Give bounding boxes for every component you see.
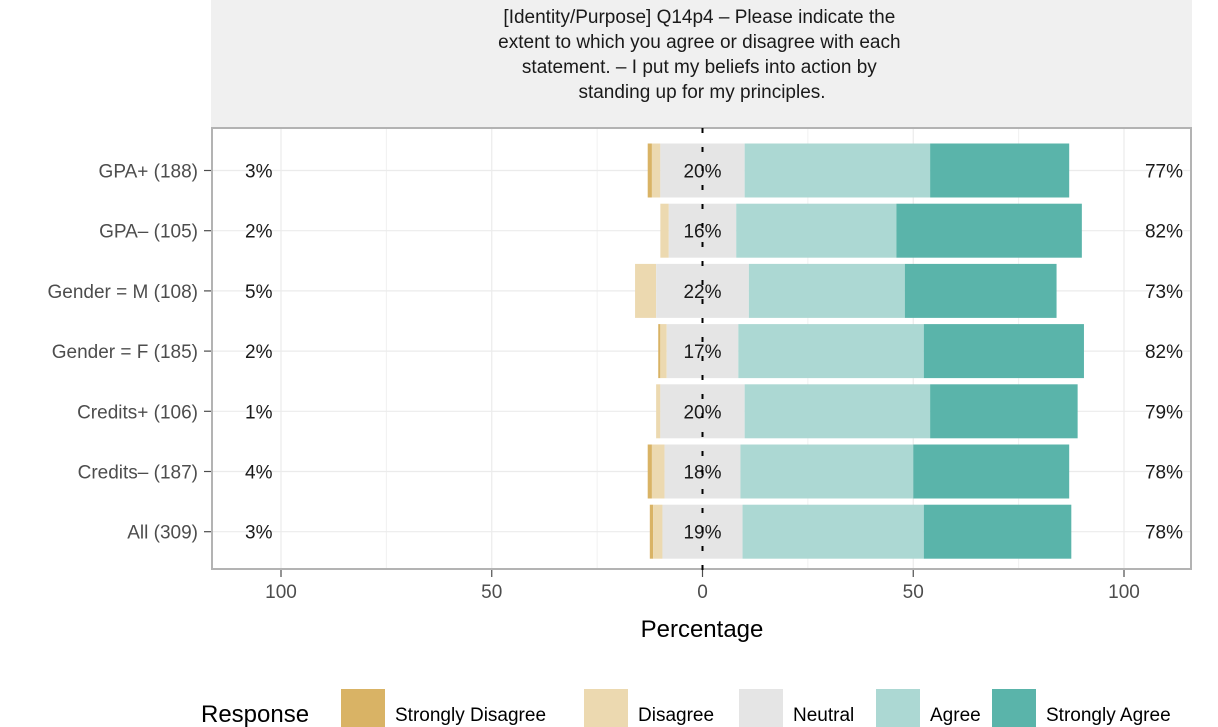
left-percent-label: 5%: [245, 282, 273, 303]
title-strip: [211, 0, 1192, 128]
legend-swatch-disagree: [584, 689, 628, 727]
legend-swatch-strongly-disagree: [341, 689, 385, 727]
legend-swatch-neutral: [739, 689, 783, 727]
right-percent-label: 77%: [1145, 162, 1183, 183]
center-percent-label: 20%: [683, 402, 721, 423]
bar-segment-agree: [742, 504, 924, 559]
bar-labels: 3% 20% 77% 2% 16% 82% 5% 22% 73% 2% 17% 82% 1% 20% 79%…: [245, 162, 1183, 544]
right-percent-label: 73%: [1145, 282, 1183, 303]
category-label: Gender = M (108): [48, 282, 199, 303]
title-line: standing up for my principles.: [578, 82, 825, 103]
legend-item-label: Agree: [930, 705, 981, 726]
legend-item-label: Strongly Agree: [1046, 705, 1171, 726]
legend: Response Strongly Disagree Disagree Neutral…: [201, 689, 1171, 727]
bars: [635, 143, 1084, 559]
bar-segment-strongly-disagree: [647, 143, 652, 198]
bar-segment-disagree: [651, 444, 665, 499]
bar-segment-disagree: [660, 324, 667, 379]
x-axis-label: Percentage: [641, 616, 764, 643]
category-label: Credits– (187): [78, 463, 198, 484]
legend-swatch-strongly-agree: [992, 689, 1036, 727]
left-percent-label: 2%: [245, 222, 273, 243]
bar-segment-agree: [744, 143, 931, 198]
left-percent-label: 4%: [245, 463, 273, 484]
bar-segment-strongly-agree: [930, 384, 1078, 439]
bar-segment-disagree: [653, 504, 663, 559]
bar-segment-neutral: [666, 324, 739, 379]
y-axis: GPA+ (188) GPA– (105) Gender = M (108) Gend…: [48, 162, 211, 544]
legend-item-label: Neutral: [793, 705, 854, 726]
bar-segment-agree: [736, 203, 897, 258]
title-line: [Identity/Purpose] Q14p4 – Please indica…: [503, 7, 895, 28]
x-tick-label: 100: [1108, 582, 1140, 603]
x-tick-label: 50: [481, 582, 502, 603]
category-label: GPA– (105): [99, 222, 198, 243]
left-percent-label: 3%: [245, 162, 273, 183]
legend-item-label: Disagree: [638, 705, 714, 726]
legend-swatch-agree: [876, 689, 920, 727]
bar-segment-strongly-agree: [923, 504, 1072, 559]
center-percent-label: 17%: [683, 342, 721, 363]
bar-segment-neutral: [656, 263, 749, 318]
title-line: extent to which you agree or disagree wi…: [498, 32, 900, 53]
center-percent-label: 22%: [683, 282, 721, 303]
category-label: Gender = F (185): [52, 342, 198, 363]
bar-segment-strongly-agree: [923, 324, 1084, 379]
bar-segment-strongly-disagree: [647, 444, 652, 499]
bar-segment-strongly-agree: [904, 263, 1057, 318]
category-label: Credits+ (106): [77, 402, 198, 423]
bar-segment-agree: [744, 384, 931, 439]
x-tick-label: 50: [903, 582, 924, 603]
bar-segment-agree: [748, 263, 905, 318]
bar-segment-strongly-agree: [896, 203, 1082, 258]
bar-segment-neutral: [668, 203, 737, 258]
legend-title: Response: [201, 701, 309, 727]
right-percent-label: 78%: [1145, 523, 1183, 544]
chart-title: [Identity/Purpose] Q14p4 – Please indica…: [498, 7, 906, 103]
legend-item-label: Strongly Disagree: [395, 705, 546, 726]
center-percent-label: 20%: [683, 162, 721, 183]
x-tick-label: 0: [697, 582, 708, 603]
bar-segment-strongly-agree: [913, 444, 1070, 499]
left-percent-label: 2%: [245, 342, 273, 363]
right-percent-label: 82%: [1145, 342, 1183, 363]
bar-segment-disagree: [651, 143, 661, 198]
center-percent-label: 16%: [683, 222, 721, 243]
x-axis: 100 50 0 50 100: [265, 570, 1140, 603]
bar-segment-strongly-disagree: [649, 504, 654, 559]
bar-segment-neutral: [660, 384, 745, 439]
bar-segment-disagree: [660, 203, 669, 258]
bar-segment-disagree: [635, 263, 657, 318]
bar-segment-agree: [738, 324, 924, 379]
category-label: GPA+ (188): [99, 162, 198, 183]
bar-segment-agree: [740, 444, 914, 499]
center-percent-label: 19%: [683, 523, 721, 544]
bar-segment-strongly-disagree: [658, 324, 661, 379]
right-percent-label: 79%: [1145, 402, 1183, 423]
title-line: statement. – I put my beliefs into actio…: [522, 57, 877, 78]
right-percent-label: 82%: [1145, 222, 1183, 243]
bar-segment-disagree: [656, 384, 661, 439]
right-percent-label: 78%: [1145, 463, 1183, 484]
bar-segment-strongly-agree: [930, 143, 1070, 198]
category-label: All (309): [127, 523, 198, 544]
left-percent-label: 3%: [245, 523, 273, 544]
x-tick-label: 100: [265, 582, 297, 603]
left-percent-label: 1%: [245, 402, 273, 423]
